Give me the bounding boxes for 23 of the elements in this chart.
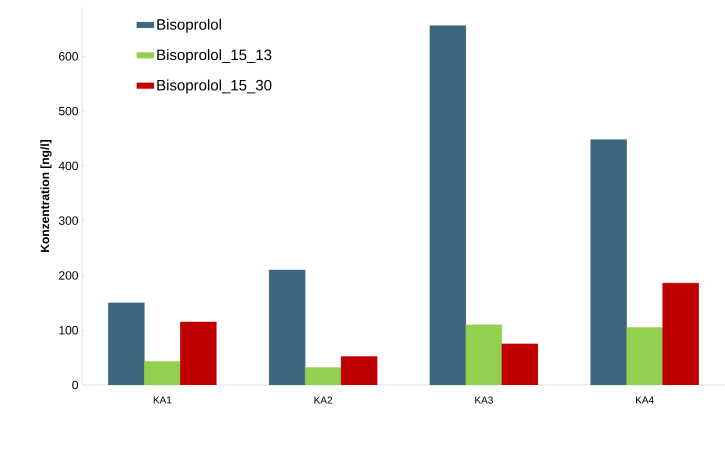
bar (466, 324, 502, 385)
legend-label: Bisoprolol_15_13 (157, 49, 272, 64)
bar (268, 270, 306, 385)
y-tick-label: 400 (58, 162, 78, 170)
y-tick-label: 300 (58, 216, 78, 225)
y-tick-label: 500 (58, 106, 78, 116)
x-tick-label: KA3 (475, 396, 493, 404)
x-tick-label: KA2 (314, 396, 332, 404)
bar (144, 361, 181, 385)
bar (304, 367, 342, 385)
x-tick-label: KA1 (154, 396, 172, 404)
y-tick-label: 0 (72, 380, 78, 390)
y-tick-label: 600 (59, 52, 78, 61)
y-tick-label: 200 (59, 271, 78, 280)
y-axis-title: Konzentration [ng/l] (40, 140, 52, 252)
x-tick-label: KA4 (636, 396, 654, 404)
bar (430, 25, 466, 385)
legend-label: Bisoprolol_15_30 (157, 80, 272, 94)
bar (626, 327, 663, 385)
legend-label: Bisoprolol (157, 18, 221, 33)
bar (590, 139, 627, 385)
bar (108, 302, 145, 385)
y-tick-label: 100 (59, 326, 78, 334)
